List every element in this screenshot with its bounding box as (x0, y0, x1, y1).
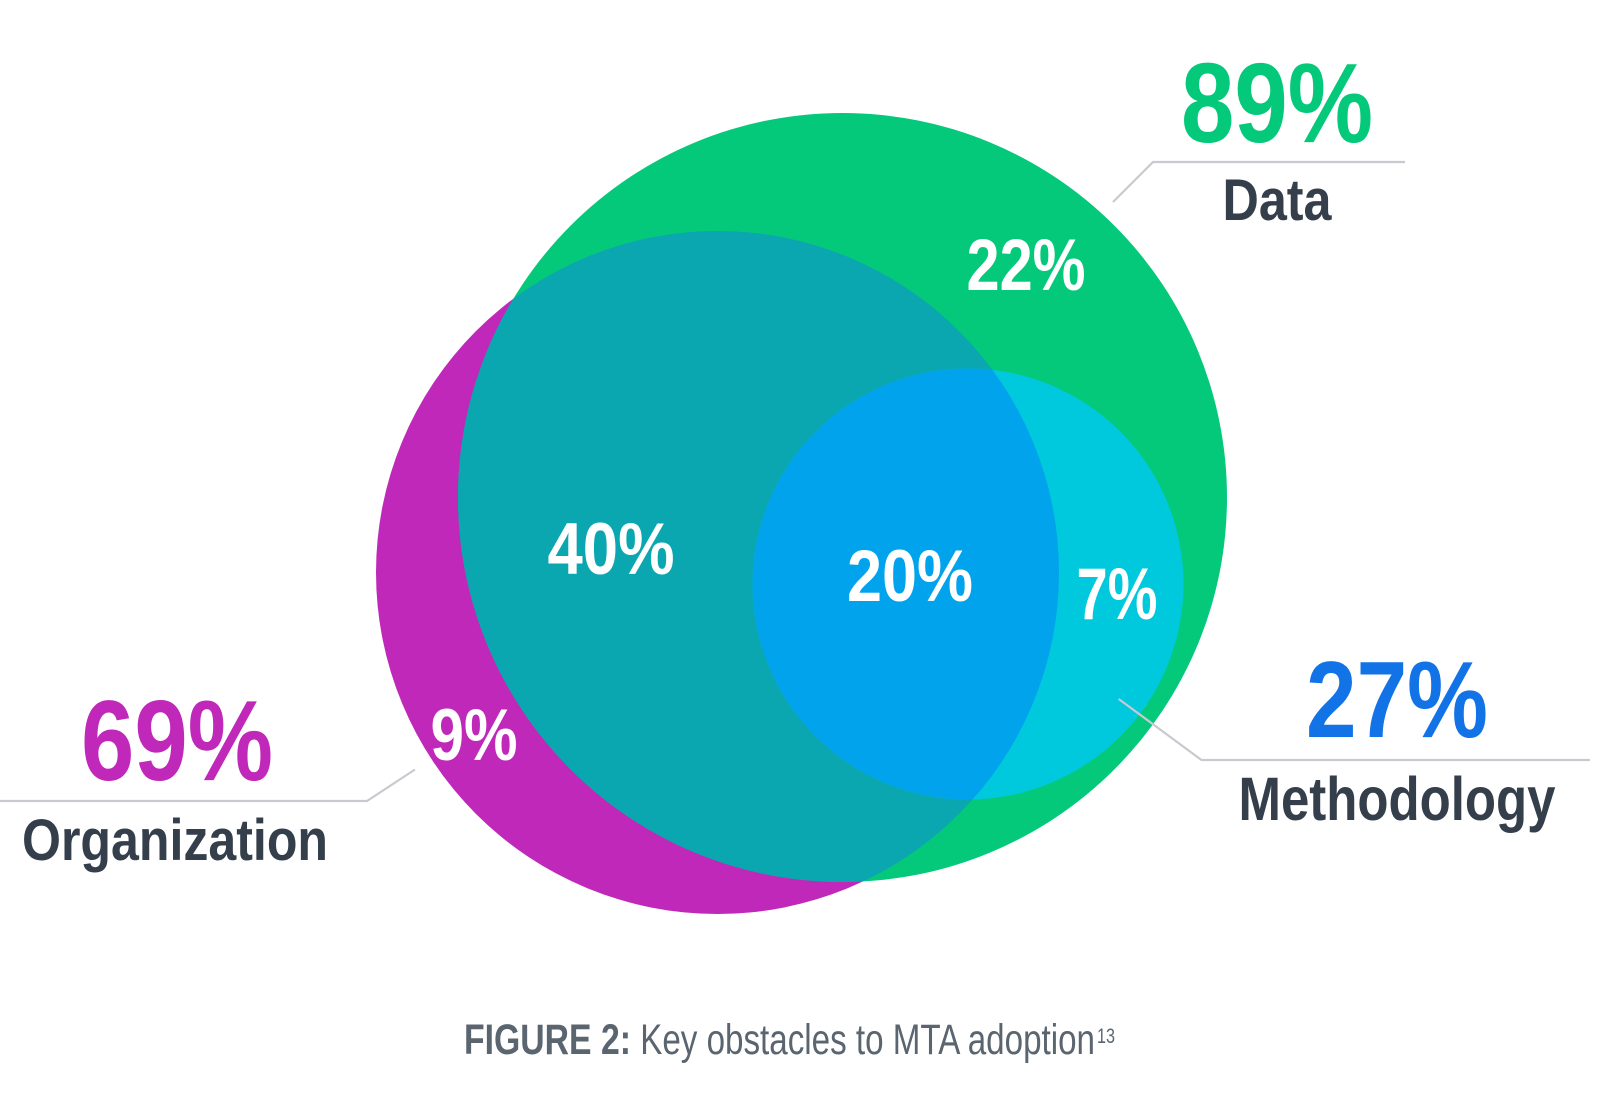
svg-text:9%: 9% (431, 695, 518, 776)
svg-text:Methodology: Methodology (1239, 765, 1556, 833)
svg-text:20%: 20% (847, 536, 973, 617)
svg-text:22%: 22% (967, 225, 1086, 306)
svg-text:69%: 69% (81, 678, 273, 805)
svg-text:7%: 7% (1077, 554, 1158, 635)
svg-text:89%: 89% (1181, 40, 1373, 166)
svg-text:27%: 27% (1306, 639, 1488, 761)
svg-text:Organization: Organization (22, 808, 328, 873)
svg-text:40%: 40% (548, 509, 675, 590)
svg-text:FIGURE 2: Key obstacles to MTA: FIGURE 2: Key obstacles to MTA adoption (464, 1016, 1095, 1064)
svg-text:13: 13 (1097, 1025, 1115, 1048)
svg-text:Data: Data (1223, 168, 1333, 233)
